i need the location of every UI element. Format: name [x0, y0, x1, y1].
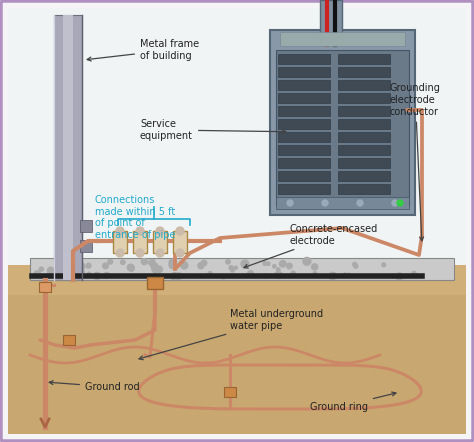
Circle shape	[93, 272, 100, 279]
Circle shape	[181, 262, 188, 269]
Circle shape	[141, 259, 147, 265]
Circle shape	[156, 266, 163, 273]
Circle shape	[136, 227, 144, 235]
Circle shape	[397, 200, 403, 206]
Bar	[278, 106, 330, 116]
Bar	[63, 335, 75, 345]
Circle shape	[129, 267, 134, 271]
Circle shape	[392, 200, 398, 206]
Bar	[30, 258, 454, 280]
Circle shape	[343, 273, 347, 278]
Bar	[338, 93, 390, 103]
Circle shape	[102, 263, 108, 269]
Circle shape	[241, 260, 249, 268]
Circle shape	[396, 273, 403, 280]
Circle shape	[198, 263, 204, 269]
Circle shape	[116, 249, 124, 257]
Bar	[153, 231, 167, 253]
Text: Ground rod: Ground rod	[49, 381, 140, 392]
Circle shape	[412, 271, 416, 275]
Bar	[80, 240, 92, 252]
Bar	[8, 265, 466, 434]
Bar	[338, 119, 390, 129]
Circle shape	[303, 257, 311, 265]
Circle shape	[287, 200, 293, 206]
Circle shape	[108, 259, 112, 264]
Circle shape	[382, 263, 386, 267]
Bar	[338, 67, 390, 77]
Bar	[278, 158, 330, 168]
Circle shape	[39, 267, 44, 271]
Circle shape	[208, 271, 212, 275]
Bar	[276, 197, 409, 209]
Bar	[63, 15, 73, 280]
Circle shape	[55, 272, 60, 278]
Circle shape	[171, 273, 179, 281]
Circle shape	[201, 260, 207, 266]
Circle shape	[226, 259, 230, 264]
Bar	[338, 132, 390, 142]
Bar	[338, 106, 390, 116]
Bar	[113, 231, 127, 253]
Circle shape	[176, 249, 184, 257]
Circle shape	[77, 263, 85, 270]
Bar	[338, 184, 390, 194]
Text: Connections
made within 5 ft
of point of
entrance of pipe: Connections made within 5 ft of point of…	[95, 195, 175, 240]
Bar	[39, 282, 51, 292]
Bar	[278, 93, 330, 103]
Circle shape	[136, 249, 144, 257]
Text: Ground ring: Ground ring	[310, 392, 396, 412]
Bar	[8, 265, 466, 295]
Bar	[278, 119, 330, 129]
Text: Metal frame
of building: Metal frame of building	[87, 39, 199, 61]
Bar	[8, 8, 466, 265]
Bar	[320, 0, 342, 35]
Circle shape	[313, 272, 317, 275]
Circle shape	[47, 267, 54, 274]
Circle shape	[311, 264, 318, 270]
Circle shape	[75, 262, 80, 267]
Circle shape	[34, 271, 40, 277]
Bar	[278, 171, 330, 181]
Bar	[80, 220, 92, 232]
Circle shape	[73, 259, 80, 265]
Bar	[278, 132, 330, 142]
Circle shape	[149, 259, 155, 266]
Circle shape	[175, 273, 182, 279]
Circle shape	[280, 261, 286, 267]
Bar	[338, 80, 390, 90]
Circle shape	[267, 262, 270, 265]
Bar	[278, 80, 330, 90]
Circle shape	[121, 260, 125, 264]
Circle shape	[104, 272, 109, 278]
Circle shape	[46, 274, 50, 278]
Bar	[173, 231, 187, 253]
Bar	[278, 184, 330, 194]
Circle shape	[248, 271, 253, 276]
Text: Service
equipment: Service equipment	[140, 119, 286, 141]
Circle shape	[229, 266, 233, 270]
Bar	[133, 231, 147, 253]
Bar	[54, 15, 82, 280]
Circle shape	[263, 274, 266, 278]
Bar	[278, 67, 330, 77]
Circle shape	[182, 274, 185, 278]
Circle shape	[87, 272, 91, 275]
Bar	[338, 145, 390, 155]
Circle shape	[169, 263, 175, 268]
Circle shape	[156, 249, 164, 257]
Bar	[278, 54, 330, 64]
Text: Concrete-encased
electrode: Concrete-encased electrode	[244, 224, 378, 268]
Circle shape	[322, 200, 328, 206]
Circle shape	[176, 227, 184, 235]
Circle shape	[156, 227, 164, 235]
Circle shape	[354, 264, 358, 268]
Bar	[270, 30, 415, 215]
Bar	[338, 171, 390, 181]
Circle shape	[221, 274, 225, 279]
Text: Grounding
electrode
conductor: Grounding electrode conductor	[390, 84, 441, 241]
Bar	[338, 54, 390, 64]
Bar	[276, 50, 409, 205]
Circle shape	[347, 273, 351, 276]
